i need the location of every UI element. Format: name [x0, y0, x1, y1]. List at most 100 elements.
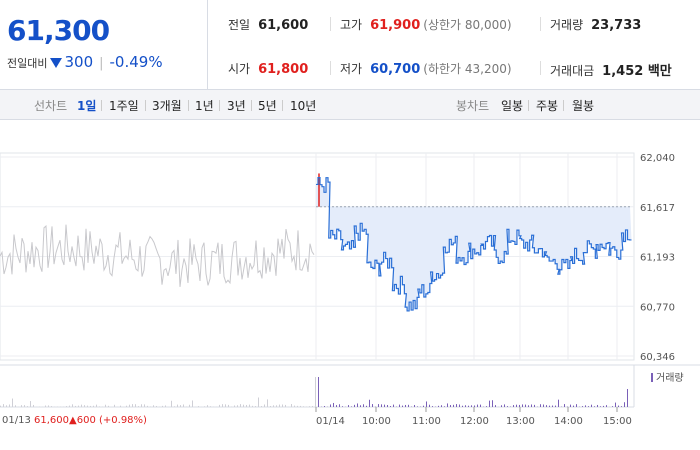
- volume-bar: [450, 405, 451, 407]
- volume-bar: [594, 406, 595, 407]
- volume-bar: [228, 404, 229, 407]
- prev-day-change: 600: [76, 415, 96, 426]
- volume-bar: [309, 406, 310, 407]
- price-chart: 62,040 61,617 61,193 60,770 60,346 거래량 01/14…: [0, 152, 700, 427]
- volume-bar: [366, 405, 367, 407]
- volume-bar: [237, 405, 238, 407]
- volume-bar: [300, 405, 301, 407]
- x-tick-label: 12:00: [460, 416, 489, 427]
- tab-period-1y[interactable]: 1년: [195, 99, 214, 113]
- volume-bar: [564, 404, 565, 407]
- volume-bar: [84, 405, 85, 407]
- volume-bar: [582, 406, 583, 407]
- volume-bar: [456, 404, 457, 407]
- volume-bar: [546, 405, 547, 407]
- prev-day-series: [0, 224, 315, 287]
- tab-period-10y[interactable]: 10년: [290, 99, 317, 113]
- volume-value: 23,733: [591, 18, 642, 33]
- volume-bar: [207, 405, 208, 407]
- volume-bar: [423, 405, 424, 407]
- volume-bar: [264, 404, 265, 407]
- divider: [540, 17, 541, 31]
- volume-bar: [342, 406, 343, 407]
- x-tick-label: 15:00: [603, 416, 632, 427]
- tab-period-1w[interactable]: 1주일: [109, 99, 139, 113]
- tab-period-1d[interactable]: 1일: [77, 99, 97, 113]
- volume-bar: [0, 405, 1, 407]
- y-axis: 62,040 61,617 61,193 60,770 60,346: [640, 153, 675, 363]
- tab-candle-daily[interactable]: 일봉: [501, 99, 524, 113]
- prev-close-value: 61,600: [258, 18, 309, 33]
- volume-bar: [192, 400, 193, 407]
- volume-bar: [558, 399, 559, 407]
- current-price: 61,300: [7, 14, 110, 47]
- low-value: 60,700: [370, 62, 421, 77]
- volume-bar: [204, 406, 205, 407]
- header-divider: [0, 89, 700, 90]
- volume-bar: [144, 404, 145, 407]
- volume-bar: [393, 404, 394, 407]
- volume-bar: [492, 400, 493, 407]
- tab-period-3y[interactable]: 3년: [227, 99, 246, 113]
- volume-bar: [261, 406, 262, 407]
- volume-bar: [471, 405, 472, 407]
- divider: |: [99, 56, 104, 71]
- tab-candle-weekly[interactable]: 주봉: [536, 99, 559, 113]
- divider: [563, 100, 564, 111]
- divider: [330, 61, 331, 75]
- low-label: 저가: [340, 62, 363, 76]
- volume-bar: [258, 397, 259, 407]
- volume-bar: [552, 405, 553, 407]
- volume-bar: [222, 404, 223, 407]
- volume-bar: [369, 399, 370, 407]
- volume-bar: [297, 405, 298, 407]
- y-tick-label: 60,346: [640, 352, 675, 363]
- change-row: 전일대비 300 | -0.49%: [7, 53, 163, 71]
- volume-bar: [276, 405, 277, 407]
- volume-bar: [234, 405, 235, 407]
- x-tick-label: 13:00: [506, 416, 535, 427]
- change-label: 전일대비: [7, 57, 48, 70]
- volume-bar: [12, 398, 13, 407]
- volume-bar: [189, 404, 190, 407]
- price-summary: 61,300 전일대비 300 | -0.49%: [0, 0, 208, 89]
- volume-label: 거래량: [550, 18, 584, 32]
- tab-candle-monthly[interactable]: 월봉: [572, 99, 595, 113]
- x-tick-label: 11:00: [412, 416, 441, 427]
- volume-bar: [210, 406, 211, 407]
- prev-day-line: [0, 224, 315, 287]
- x-tick-label: 10:00: [362, 416, 391, 427]
- volume-bar: [312, 405, 313, 407]
- volume-cell: 거래량 23,733: [540, 16, 642, 33]
- volume-bar: [519, 404, 520, 407]
- volume-bar: [573, 405, 574, 407]
- change-amount: 300: [64, 53, 94, 71]
- volume-bar: [45, 405, 46, 407]
- volume-bar: [486, 406, 487, 407]
- upper-limit: (상한가 80,000): [423, 18, 512, 32]
- volume-bar: [432, 406, 433, 407]
- volume-bar: [126, 405, 127, 407]
- volume-bar: [72, 404, 73, 407]
- y-tick-label: 61,193: [640, 253, 675, 264]
- tab-period-3m[interactable]: 3개월: [152, 99, 182, 113]
- volume-bar: [597, 404, 598, 407]
- volume-bar: [438, 405, 439, 407]
- tab-period-5y[interactable]: 5년: [258, 99, 277, 113]
- volume-bar: [135, 404, 136, 407]
- volume-bar: [372, 404, 373, 407]
- x-axis: 01/14 10:00 11:00 12:00 13:00 14:00 15:00: [315, 407, 632, 427]
- prev-day-summary: 01/13 61,600▲600 (+0.98%): [2, 415, 147, 426]
- volume-bar: [600, 406, 601, 407]
- volume-bar: [408, 404, 409, 407]
- volume-bar: [243, 404, 244, 407]
- volume-bar: [66, 406, 67, 407]
- y-tick-label: 62,040: [640, 153, 675, 164]
- open-cell: 시가 61,800: [228, 60, 308, 77]
- volume-bar: [477, 404, 478, 407]
- volume-panel: 거래량: [0, 364, 700, 408]
- amount-value: 1,452 백만: [602, 64, 672, 79]
- volume-bar: [453, 404, 454, 407]
- volume-bar: [282, 404, 283, 407]
- volume-bar: [414, 404, 415, 407]
